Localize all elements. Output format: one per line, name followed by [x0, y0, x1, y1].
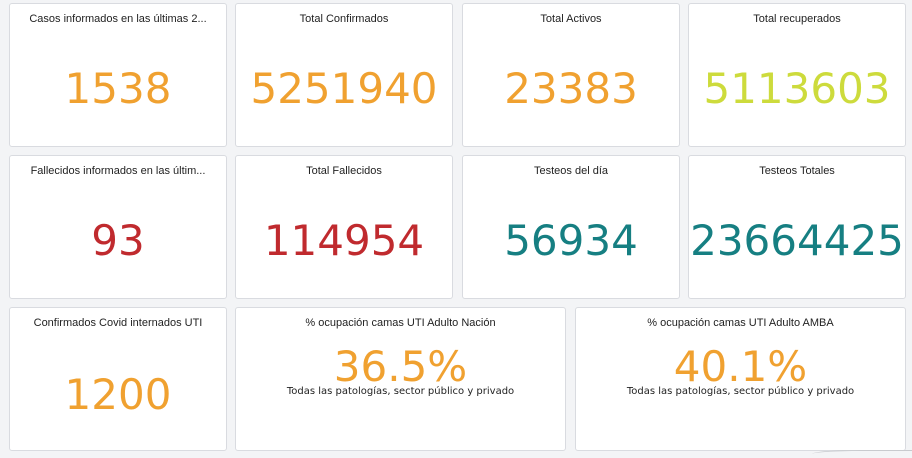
card-testeos-totales[interactable]: Testeos Totales 23664425: [688, 155, 906, 299]
card-value: 1538: [64, 64, 172, 113]
card-value: 114954: [263, 216, 425, 265]
card-title: Testeos del día: [534, 165, 608, 177]
card-value: 23664425: [690, 216, 904, 265]
card-testeos-del-dia[interactable]: Testeos del día 56934: [462, 155, 680, 299]
card-title: Total Activos: [540, 13, 602, 25]
card-fallecidos-ultimas-24h[interactable]: Fallecidos informados en las últim... 93: [9, 155, 227, 299]
card-value: 40.1%: [673, 342, 808, 391]
card-casos-ultimas-24h[interactable]: Casos informados en las últimas 2... 153…: [9, 3, 227, 147]
card-value: 93: [91, 216, 145, 265]
card-title: Casos informados en las últimas 2...: [29, 13, 207, 25]
card-ocupacion-uti-nacion[interactable]: % ocupación camas UTI Adulto Nación 36.5…: [235, 307, 566, 451]
card-total-confirmados[interactable]: Total Confirmados 5251940: [235, 3, 453, 147]
card-value: 1200: [64, 370, 172, 419]
card-total-activos[interactable]: Total Activos 23383: [462, 3, 680, 147]
card-value: 23383: [504, 64, 638, 113]
card-title: Confirmados Covid internados UTI: [33, 317, 203, 329]
card-title: Total Fallecidos: [306, 165, 382, 177]
card-title: Testeos Totales: [759, 165, 835, 177]
card-value: 56934: [504, 216, 638, 265]
card-title: % ocupación camas UTI Adulto Nación: [305, 317, 496, 329]
card-ocupacion-uti-amba[interactable]: % ocupación camas UTI Adulto AMBA 40.1% …: [575, 307, 906, 451]
card-value: 5113603: [703, 64, 891, 113]
card-total-recuperados[interactable]: Total recuperados 5113603: [688, 3, 906, 147]
card-total-fallecidos[interactable]: Total Fallecidos 114954: [235, 155, 453, 299]
card-subtitle: Todas las patologías, sector público y p…: [286, 386, 515, 397]
card-title: Total recuperados: [753, 13, 841, 25]
card-title: Total Confirmados: [299, 13, 389, 25]
card-value: 5251940: [250, 64, 438, 113]
card-value: 36.5%: [333, 342, 468, 391]
card-confirmados-internados-uti[interactable]: Confirmados Covid internados UTI 1200: [9, 307, 227, 451]
card-title: Fallecidos informados en las últim...: [30, 165, 206, 177]
card-title: % ocupación camas UTI Adulto AMBA: [647, 317, 834, 329]
card-subtitle: Todas las patologías, sector público y p…: [626, 386, 855, 397]
resize-handle: [812, 450, 912, 458]
